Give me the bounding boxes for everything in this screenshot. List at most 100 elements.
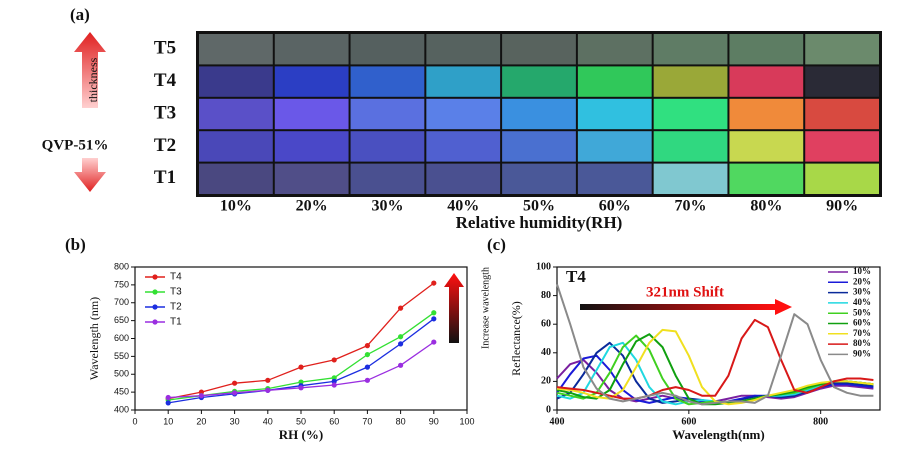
data-point xyxy=(365,352,370,357)
data-point xyxy=(398,306,403,311)
annotation: 321nm Shift xyxy=(646,284,724,300)
x-tick-label: 10 xyxy=(163,416,173,426)
sample-label: QVP-51% xyxy=(42,137,109,153)
legend-marker xyxy=(152,274,157,279)
x-tick-label: 80 xyxy=(396,416,406,426)
data-point xyxy=(298,365,303,370)
swatch xyxy=(654,66,728,96)
swatch xyxy=(351,34,425,64)
y-axis-label: Reflectance(%) xyxy=(509,301,523,376)
swatch xyxy=(502,164,576,194)
column-label: 20% xyxy=(296,198,328,215)
swatch xyxy=(729,99,803,129)
y-tick-label: 550 xyxy=(114,351,129,361)
swatch xyxy=(351,66,425,96)
data-point xyxy=(398,341,403,346)
swatch xyxy=(199,164,273,194)
data-point xyxy=(431,310,436,315)
data-point xyxy=(265,378,270,383)
column-label: 30% xyxy=(371,198,403,215)
panel-label: (c) xyxy=(487,235,506,254)
swatch xyxy=(805,131,879,161)
swatch xyxy=(426,131,500,161)
swatch xyxy=(729,131,803,161)
swatch xyxy=(426,164,500,194)
panel-label: (b) xyxy=(65,235,86,254)
data-point xyxy=(431,280,436,285)
y-tick-label: 20 xyxy=(541,376,551,387)
x-tick-label: 70 xyxy=(362,416,372,426)
swatch xyxy=(351,164,425,194)
legend-label: 50% xyxy=(853,307,871,317)
data-point xyxy=(166,395,171,400)
data-point xyxy=(431,316,436,321)
x-tick-label: 30 xyxy=(230,416,240,426)
column-label: 10% xyxy=(220,198,252,215)
x-tick-label: 600 xyxy=(681,416,696,427)
swatch xyxy=(275,164,349,194)
x-tick-label: 40 xyxy=(263,416,273,426)
swatch xyxy=(351,99,425,129)
swatch xyxy=(502,34,576,64)
legend-label: 20% xyxy=(853,276,871,286)
y-tick-label: 60 xyxy=(541,318,551,329)
legend-label: 80% xyxy=(853,338,871,348)
swatch xyxy=(199,99,273,129)
arrow-label: thickness xyxy=(86,57,100,102)
swatch xyxy=(275,34,349,64)
thickness-arrow xyxy=(74,32,106,192)
data-point xyxy=(265,388,270,393)
data-point xyxy=(232,381,237,386)
legend-label: 10% xyxy=(853,266,871,276)
swatch xyxy=(654,99,728,129)
x-tick-label: 800 xyxy=(813,416,828,427)
legend-label: T4 xyxy=(170,272,182,283)
swatch xyxy=(578,131,652,161)
swatch xyxy=(654,131,728,161)
swatch xyxy=(578,99,652,129)
swatch xyxy=(729,34,803,64)
swatch xyxy=(805,66,879,96)
data-point xyxy=(431,339,436,344)
swatch xyxy=(275,131,349,161)
legend-label: 60% xyxy=(853,318,871,328)
legend-label: 40% xyxy=(853,297,871,307)
x-axis-label: Relative humidity(RH) xyxy=(456,213,623,232)
annotation: Increase wavelength xyxy=(480,267,491,349)
x-axis-label: RH (%) xyxy=(279,427,323,442)
x-tick-label: 60 xyxy=(329,416,339,426)
swatch xyxy=(729,66,803,96)
y-tick-label: 800 xyxy=(114,261,129,271)
x-tick-label: 50 xyxy=(296,416,306,426)
legend-marker xyxy=(152,319,157,324)
swatch xyxy=(275,99,349,129)
legend-label: T3 xyxy=(170,287,182,298)
row-label: T1 xyxy=(154,167,176,188)
swatch xyxy=(578,66,652,96)
y-tick-label: 0 xyxy=(546,404,551,415)
data-point xyxy=(166,400,171,405)
swatch xyxy=(729,164,803,194)
row-label: T4 xyxy=(154,70,177,91)
y-tick-label: 600 xyxy=(114,333,129,343)
swatch xyxy=(502,131,576,161)
swatch xyxy=(805,34,879,64)
data-point xyxy=(365,365,370,370)
column-label: 80% xyxy=(750,198,782,215)
data-point xyxy=(332,382,337,387)
y-tick-label: 700 xyxy=(114,297,129,307)
row-label: T3 xyxy=(154,102,176,123)
y-tick-label: 400 xyxy=(114,404,129,414)
swatch xyxy=(199,131,273,161)
x-tick-label: 100 xyxy=(459,416,474,426)
data-point xyxy=(398,363,403,368)
shift-arrow xyxy=(580,299,792,315)
data-point xyxy=(365,343,370,348)
swatch xyxy=(805,164,879,194)
y-tick-label: 100 xyxy=(536,261,551,272)
data-point xyxy=(232,390,237,395)
swatch xyxy=(502,66,576,96)
x-tick-label: 20 xyxy=(196,416,206,426)
data-point xyxy=(298,385,303,390)
